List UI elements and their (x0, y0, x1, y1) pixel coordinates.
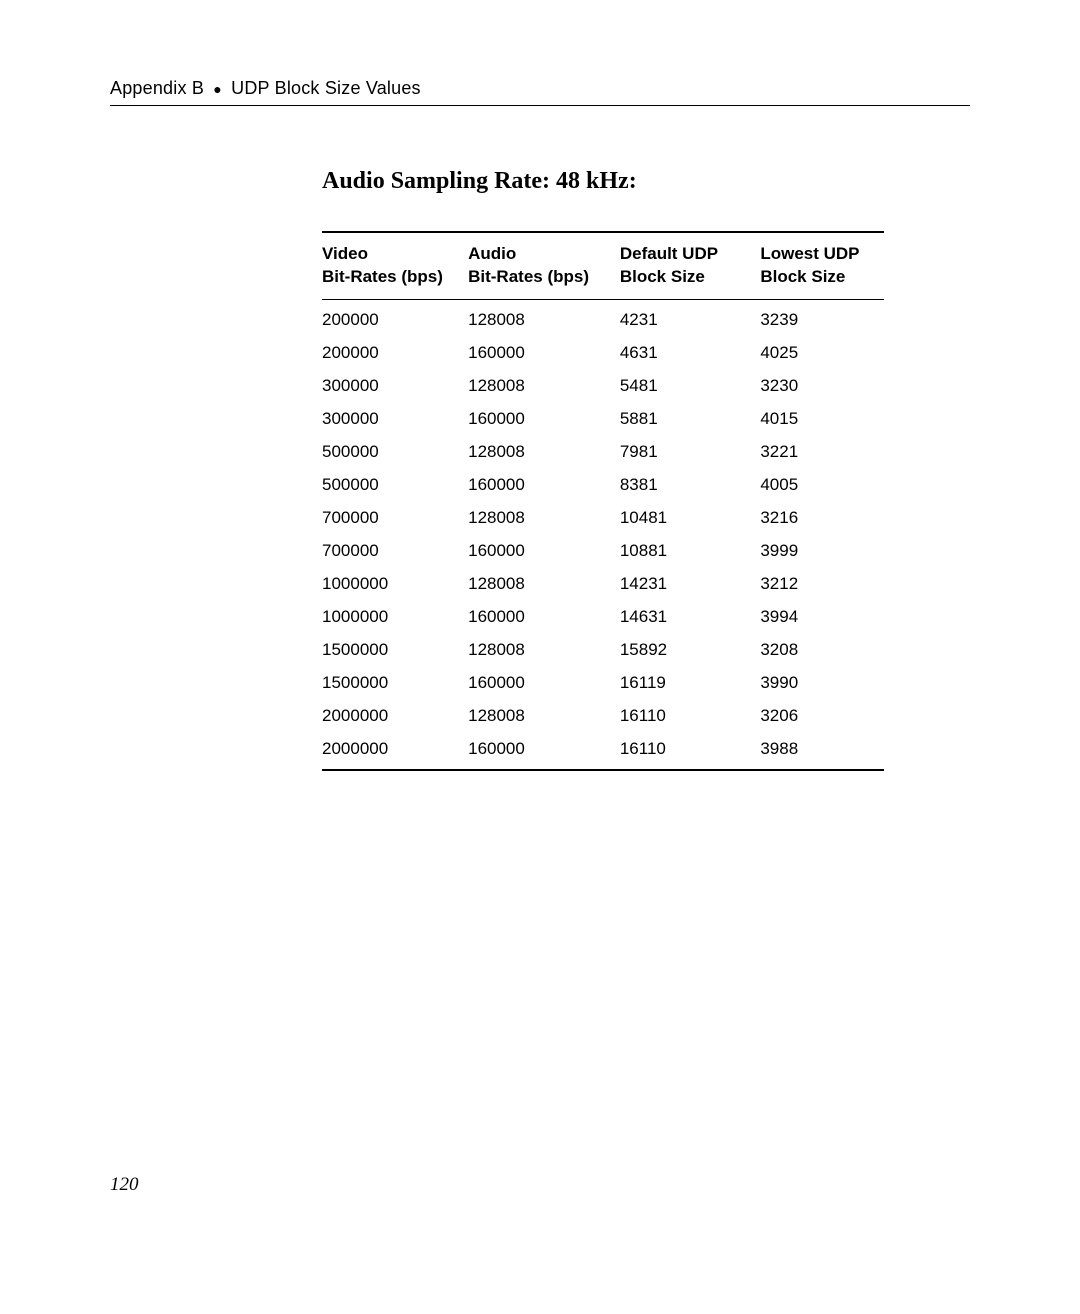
table-row: 1500000160000161193990 (322, 666, 884, 699)
section-title: Audio Sampling Rate: 48 kHz: (322, 168, 884, 195)
table-cell: 3988 (760, 732, 884, 770)
page: Appendix B ● UDP Block Size Values Audio… (0, 0, 1080, 1314)
col-header-line2: Bit-Rates (bps) (468, 267, 589, 286)
table-row: 2000000128008161103206 (322, 699, 884, 732)
table-cell: 5881 (620, 402, 761, 435)
table-cell: 500000 (322, 435, 468, 468)
table-row: 50000012800879813221 (322, 435, 884, 468)
table-body: 2000001280084231323920000016000046314025… (322, 299, 884, 770)
table-cell: 3994 (760, 600, 884, 633)
table-cell: 3206 (760, 699, 884, 732)
table-cell: 7981 (620, 435, 761, 468)
table-cell: 1000000 (322, 600, 468, 633)
table-cell: 3221 (760, 435, 884, 468)
table-cell: 128008 (468, 299, 620, 336)
table-row: 1000000128008142313212 (322, 567, 884, 600)
table-cell: 160000 (468, 468, 620, 501)
header-left: Appendix B (110, 78, 204, 98)
table-row: 20000012800842313239 (322, 299, 884, 336)
table-cell: 4631 (620, 336, 761, 369)
col-header-line1: Lowest UDP (760, 244, 859, 263)
section: Audio Sampling Rate: 48 kHz: Video Bit-R… (322, 168, 884, 771)
table-cell: 128008 (468, 435, 620, 468)
table-cell: 16110 (620, 699, 761, 732)
table-cell: 10881 (620, 534, 761, 567)
table-cell: 10481 (620, 501, 761, 534)
table-row: 50000016000083814005 (322, 468, 884, 501)
table-cell: 3208 (760, 633, 884, 666)
table-row: 20000016000046314025 (322, 336, 884, 369)
table-cell: 700000 (322, 534, 468, 567)
table-cell: 200000 (322, 299, 468, 336)
col-header-line2: Block Size (620, 267, 705, 286)
table-cell: 128008 (468, 369, 620, 402)
table-cell: 4231 (620, 299, 761, 336)
table-cell: 2000000 (322, 732, 468, 770)
table-cell: 128008 (468, 633, 620, 666)
table-cell: 3216 (760, 501, 884, 534)
col-header-line2: Bit-Rates (bps) (322, 267, 443, 286)
table-cell: 3239 (760, 299, 884, 336)
col-header-line1: Video (322, 244, 368, 263)
table-cell: 128008 (468, 567, 620, 600)
header-right: UDP Block Size Values (231, 78, 421, 98)
col-header-line2: Block Size (760, 267, 845, 286)
table-header-row: Video Bit-Rates (bps) Audio Bit-Rates (b… (322, 232, 884, 299)
col-header-audio: Audio Bit-Rates (bps) (468, 232, 620, 299)
table-row: 2000000160000161103988 (322, 732, 884, 770)
table-cell: 160000 (468, 666, 620, 699)
table-row: 1500000128008158923208 (322, 633, 884, 666)
running-header: Appendix B ● UDP Block Size Values (110, 78, 970, 106)
table-cell: 5481 (620, 369, 761, 402)
table-cell: 160000 (468, 600, 620, 633)
table-cell: 15892 (620, 633, 761, 666)
table-cell: 3212 (760, 567, 884, 600)
table-cell: 14631 (620, 600, 761, 633)
table-cell: 160000 (468, 732, 620, 770)
table-cell: 200000 (322, 336, 468, 369)
table-cell: 4025 (760, 336, 884, 369)
table-cell: 160000 (468, 534, 620, 567)
table-cell: 16119 (620, 666, 761, 699)
table-cell: 1500000 (322, 633, 468, 666)
col-header-line1: Default UDP (620, 244, 718, 263)
table-cell: 700000 (322, 501, 468, 534)
page-number: 120 (110, 1174, 139, 1196)
table-cell: 128008 (468, 501, 620, 534)
table-cell: 128008 (468, 699, 620, 732)
table-cell: 3230 (760, 369, 884, 402)
table-cell: 8381 (620, 468, 761, 501)
header-separator: ● (209, 81, 226, 97)
table-row: 700000160000108813999 (322, 534, 884, 567)
table-cell: 160000 (468, 402, 620, 435)
table-cell: 1500000 (322, 666, 468, 699)
table-row: 30000012800854813230 (322, 369, 884, 402)
col-header-lowest-udp: Lowest UDP Block Size (760, 232, 884, 299)
table-cell: 160000 (468, 336, 620, 369)
col-header-default-udp: Default UDP Block Size (620, 232, 761, 299)
table-cell: 300000 (322, 369, 468, 402)
table-cell: 16110 (620, 732, 761, 770)
table-row: 30000016000058814015 (322, 402, 884, 435)
table-cell: 3990 (760, 666, 884, 699)
table-cell: 500000 (322, 468, 468, 501)
table-cell: 300000 (322, 402, 468, 435)
col-header-line1: Audio (468, 244, 516, 263)
table-cell: 1000000 (322, 567, 468, 600)
table-cell: 4005 (760, 468, 884, 501)
table-cell: 14231 (620, 567, 761, 600)
table-cell: 2000000 (322, 699, 468, 732)
table-row: 700000128008104813216 (322, 501, 884, 534)
table-row: 1000000160000146313994 (322, 600, 884, 633)
table-cell: 3999 (760, 534, 884, 567)
table-cell: 4015 (760, 402, 884, 435)
udp-block-size-table: Video Bit-Rates (bps) Audio Bit-Rates (b… (322, 231, 884, 771)
col-header-video: Video Bit-Rates (bps) (322, 232, 468, 299)
